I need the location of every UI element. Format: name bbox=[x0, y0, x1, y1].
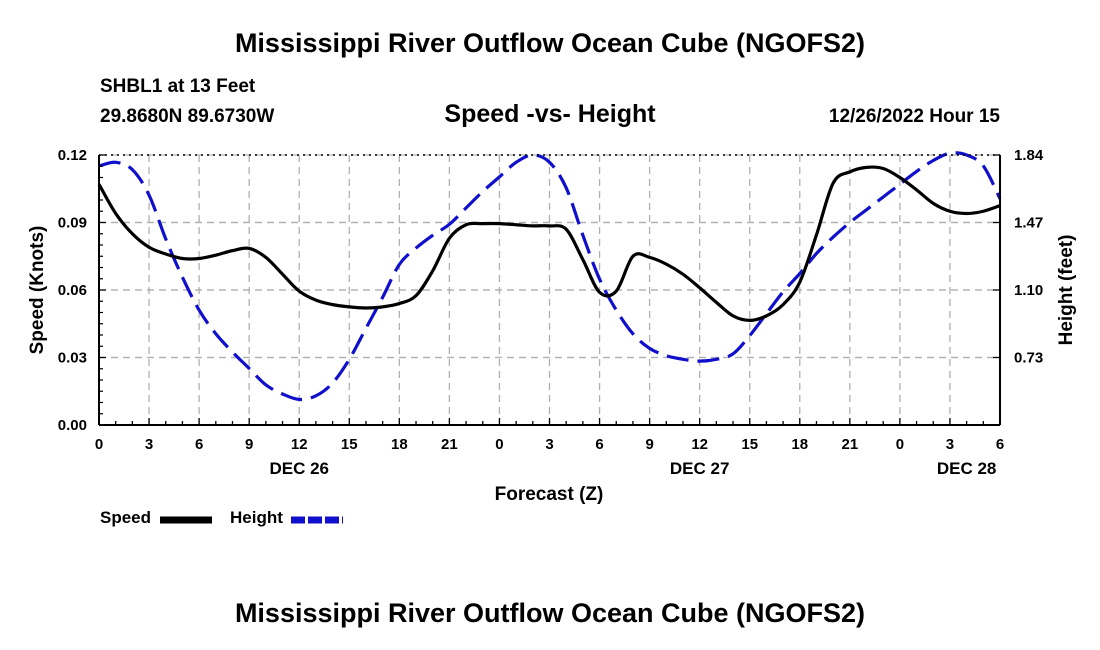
x-tick-label: 6 bbox=[195, 436, 203, 453]
x-axis-title: Forecast (Z) bbox=[495, 484, 604, 505]
chart-title: Mississippi River Outflow Ocean Cube (NG… bbox=[234, 28, 866, 58]
x-tick-label: 9 bbox=[245, 436, 253, 453]
y-tick-label: 0.06 bbox=[58, 282, 87, 299]
x-tick-label: 18 bbox=[791, 436, 808, 453]
station-label: SHBL1 at 13 Feet bbox=[100, 76, 256, 97]
x-tick-label: 6 bbox=[996, 436, 1004, 453]
x-tick-label: 9 bbox=[645, 436, 653, 453]
footer-title: Mississippi River Outflow Ocean Cube (NG… bbox=[234, 598, 866, 628]
axis-labels: Forecast (Z) Speed (Knots) Height (feet) bbox=[27, 226, 1077, 505]
x-tick-label: 18 bbox=[391, 436, 408, 453]
x-tick-label: 12 bbox=[291, 436, 308, 453]
x-tick-label: 12 bbox=[691, 436, 708, 453]
x-tick-label: 15 bbox=[741, 436, 758, 453]
y2-tick-label: 1.47 bbox=[1014, 215, 1043, 232]
x-tick-label: 6 bbox=[595, 436, 603, 453]
station-coordinates: 29.8680N 89.6730W bbox=[100, 106, 275, 127]
chart-subtitle: Speed -vs- Height bbox=[444, 100, 656, 128]
axes: 0 3 6 9 12 15 18 21 0 3 6 9 12 15 18 21 0 3 6 DEC 26 DEC 27 D… bbox=[58, 147, 1044, 478]
y-tick-label: 0.00 bbox=[58, 417, 87, 434]
y-axis-title: Speed (Knots) bbox=[27, 226, 48, 355]
y2-tick-label: 1.10 bbox=[1014, 282, 1043, 299]
y-tick-label: 0.03 bbox=[58, 350, 87, 367]
date-label: DEC 28 bbox=[937, 459, 997, 478]
x-tick-label: 15 bbox=[341, 436, 358, 453]
y2-tick-label: 1.84 bbox=[1014, 147, 1044, 164]
x-tick-label: 3 bbox=[545, 436, 553, 453]
series-speed-line bbox=[97, 165, 1001, 322]
x-tick-label: 3 bbox=[145, 436, 153, 453]
grid bbox=[99, 154, 1000, 425]
y2-axis-title: Height (feet) bbox=[1056, 235, 1077, 346]
date-label: DEC 27 bbox=[670, 459, 730, 478]
legend-speed-label: Speed bbox=[100, 508, 152, 527]
legend-height-label: Height bbox=[230, 508, 283, 527]
series-layer bbox=[97, 151, 1002, 402]
x-tick-label: 21 bbox=[841, 436, 858, 453]
y-tick-label: 0.09 bbox=[58, 215, 87, 232]
x-tick-label: 21 bbox=[441, 436, 458, 453]
y-tick-label: 0.12 bbox=[58, 147, 87, 164]
y2-tick-label: 0.73 bbox=[1014, 350, 1043, 367]
x-tick-label: 0 bbox=[495, 436, 503, 453]
date-label: DEC 26 bbox=[269, 459, 329, 478]
series-height-line bbox=[98, 151, 1002, 402]
x-tick-label: 0 bbox=[95, 436, 103, 453]
x-tick-label: 0 bbox=[896, 436, 904, 453]
forecast-datetime: 12/26/2022 Hour 15 bbox=[828, 106, 1000, 127]
x-tick-label: 3 bbox=[946, 436, 954, 453]
